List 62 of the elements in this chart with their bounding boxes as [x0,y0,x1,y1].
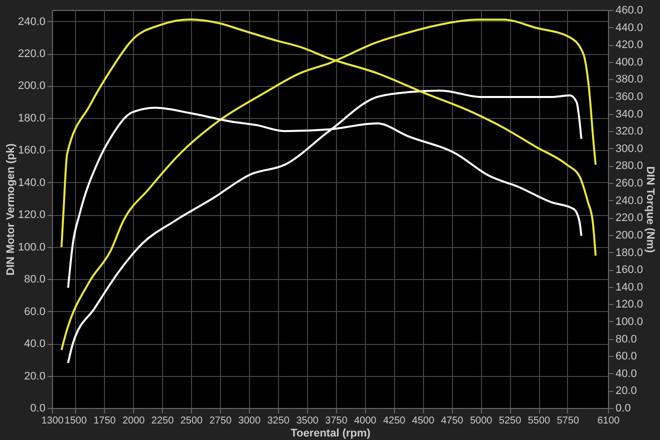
y2-tick-label: 160.0 [616,264,644,276]
y2-tick-label: 400.0 [616,56,644,68]
x-tick-label: 3000 [238,416,261,426]
y2-tick-label: 420.0 [616,39,644,52]
y2-tick-label: 280.0 [616,160,644,172]
y-tick-label: 20.0 [24,370,46,382]
x-tick-label: 1500 [64,416,88,426]
x-tick-label: 5250 [498,416,522,426]
y2-tick-label: 120.0 [616,298,644,311]
y2-tick-label: 20.0 [616,385,637,398]
x-tick-label: 3250 [267,416,290,426]
y2-axis-title: DIN Torque (Nm) [644,166,656,254]
y2-tick-label: 180.0 [616,246,644,259]
y-tick-label: 160.0 [18,144,46,157]
x-axis-title: Toerental (rpm) [290,428,371,440]
y-tick-label: 100.0 [18,241,46,254]
x-tick-label: 2000 [122,416,146,426]
x-tick-label: 5750 [556,416,580,426]
y-tick-label: 220.0 [18,48,46,60]
x-tick-label: 2750 [209,416,232,426]
x-tick-label: 2500 [180,416,204,426]
x-tick-label: 4250 [383,416,406,426]
line-series [60,18,597,351]
y2-tick-label: 100.0 [616,316,644,328]
y2-tick-label: 340.0 [616,108,644,120]
y2-tick-label: 320.0 [616,126,644,138]
y2-tick-label: 260.0 [616,178,644,190]
y2-tick-label: 380.0 [616,74,644,86]
x-tick-label: 1750 [94,416,116,426]
y-tick-label: 60.0 [24,306,46,318]
x-tick-label: 4750 [441,416,464,426]
y-tick-label: 240.0 [18,16,46,28]
y-tick-label: 80.0 [24,274,46,286]
x-tick-label: 6100 [597,416,620,426]
y-axis-title: DIN Motor Vermogen (pk) [4,143,17,276]
x-tick-label: 5500 [528,416,551,426]
y-tick-label: 180.0 [18,112,46,124]
y-tick-label: 0.0 [30,402,46,414]
x-tick-label: 5000 [470,416,493,426]
x-tick-label: 2250 [151,416,174,426]
x-tick-label: 3500 [296,416,319,426]
y2-tick-label: 200.0 [616,229,644,242]
y2-tick-label: 240.0 [616,194,644,207]
y-tick-label: 200.0 [18,80,46,92]
y-tick-label: 120.0 [18,209,46,222]
x-tick-label: 1300 [41,416,64,426]
y2-tick-label: 440.0 [616,22,644,34]
y2-tick-label: 40.0 [616,368,637,380]
y2-tick-label: 460.0 [616,4,644,16]
y2-tick-label: 360.0 [616,91,644,104]
x-tick-label: 3750 [325,416,348,426]
y2-tick-label: 80.0 [616,333,637,346]
x-tick-label: 4500 [412,416,435,426]
y2-tick-label: 60.0 [616,350,637,363]
x-tick-label: 4000 [354,416,377,426]
y-tick-label: 40.0 [24,338,46,350]
y2-tick-label: 0.0 [616,402,631,414]
line-series [67,90,582,364]
y2-tick-label: 300.0 [616,142,644,155]
y-tick-label: 140.0 [18,176,46,189]
y2-tick-label: 220.0 [616,212,644,224]
y2-tick-label: 140.0 [616,281,644,294]
